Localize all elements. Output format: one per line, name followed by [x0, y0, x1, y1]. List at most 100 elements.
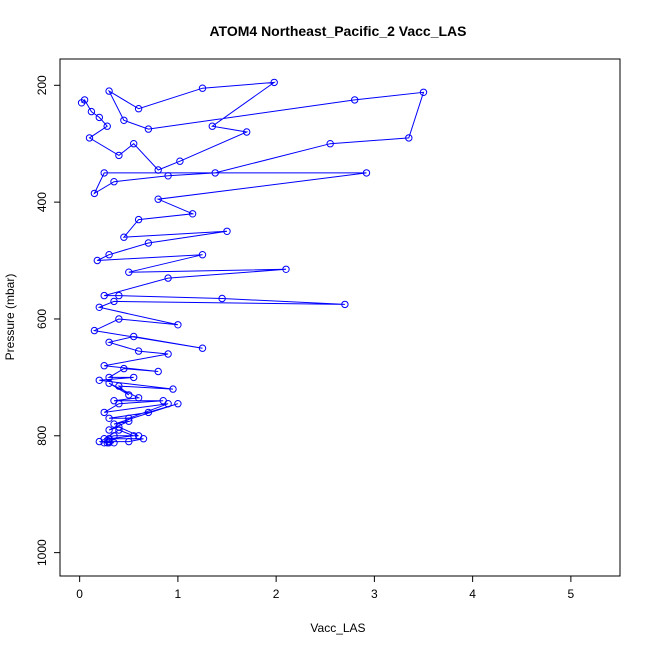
x-tick-label: 3 — [371, 587, 378, 601]
data-point — [351, 96, 359, 104]
data-point — [115, 382, 123, 390]
y-tick-label: 1000 — [35, 539, 49, 566]
data-point — [130, 432, 138, 440]
y-tick-label: 800 — [35, 425, 49, 445]
data-point — [125, 417, 133, 425]
data-point — [115, 400, 123, 408]
data-point — [243, 128, 251, 136]
data-point — [95, 303, 104, 311]
data-point — [115, 315, 123, 323]
data-point — [218, 294, 226, 303]
data-point — [103, 439, 111, 447]
x-tick-label: 0 — [76, 587, 83, 601]
x-axis: 0 1 2 3 4 5 — [76, 576, 575, 601]
data-point — [100, 169, 108, 177]
series-lines — [81, 81, 425, 444]
data-point — [134, 105, 143, 113]
data-point — [100, 362, 108, 370]
data-point — [95, 113, 104, 122]
data-point — [144, 408, 153, 417]
data-point — [115, 426, 123, 434]
data-point — [223, 227, 231, 236]
data-point — [164, 172, 172, 180]
data-point — [105, 87, 113, 95]
data-point — [198, 344, 207, 352]
data-point — [125, 437, 133, 446]
data-point — [198, 251, 207, 259]
data-point — [93, 256, 102, 265]
plot-frame — [59, 58, 621, 577]
data-point — [134, 347, 143, 355]
data-point — [100, 291, 108, 300]
data-point — [164, 350, 172, 358]
data-point — [105, 338, 113, 346]
data-point — [326, 140, 334, 148]
data-point — [154, 367, 162, 376]
data-point — [95, 437, 104, 446]
plot-area — [77, 78, 428, 447]
data-point — [110, 178, 118, 186]
data-point — [120, 116, 128, 125]
data-point — [174, 400, 182, 408]
data-point — [139, 435, 148, 443]
x-tick-label: 2 — [273, 587, 280, 601]
data-point — [188, 210, 197, 218]
series-points — [77, 78, 428, 447]
data-point — [270, 78, 278, 87]
data-point — [130, 373, 138, 382]
data-point — [198, 84, 207, 92]
data-point — [100, 439, 108, 447]
data-point — [164, 400, 172, 408]
data-point — [90, 326, 99, 335]
x-tick-label: 4 — [469, 587, 476, 601]
y-tick-label: 600 — [35, 309, 49, 329]
data-point — [130, 140, 138, 148]
data-point — [144, 125, 153, 133]
data-point — [164, 274, 172, 282]
data-point — [125, 391, 133, 399]
series-line — [81, 81, 425, 444]
data-point — [105, 414, 113, 422]
data-point — [120, 364, 128, 373]
data-point — [105, 251, 113, 259]
data-point — [87, 107, 96, 116]
data-point — [419, 88, 428, 97]
data-point — [95, 376, 104, 384]
data-point — [282, 265, 290, 273]
data-point — [100, 408, 108, 417]
data-point — [341, 300, 349, 309]
data-point — [105, 379, 113, 387]
x-tick-label: 1 — [175, 587, 182, 601]
data-point — [115, 291, 123, 300]
data-point — [125, 268, 133, 276]
data-point — [85, 134, 94, 142]
y-axis: 200 400 600 800 1000 — [35, 75, 60, 566]
data-point — [105, 439, 113, 447]
data-point — [115, 151, 123, 160]
x-tick-label: 5 — [568, 587, 575, 601]
data-point — [134, 394, 143, 402]
data-point — [115, 423, 123, 431]
data-point — [105, 435, 113, 443]
data-point — [103, 122, 111, 130]
data-point — [125, 414, 133, 422]
data-point — [169, 385, 177, 393]
data-point — [80, 96, 89, 104]
data-point — [105, 426, 113, 434]
data-point — [130, 332, 138, 341]
data-point — [134, 215, 143, 224]
y-axis-label: Pressure (mbar) — [3, 274, 17, 361]
data-point — [176, 157, 184, 165]
y-tick-label: 400 — [35, 192, 49, 212]
data-point — [211, 169, 219, 177]
data-point — [405, 134, 413, 142]
data-point — [362, 169, 371, 177]
data-point — [144, 239, 153, 247]
data-point — [110, 297, 118, 306]
data-point — [154, 166, 162, 174]
data-point — [120, 233, 128, 241]
data-point — [154, 195, 162, 203]
x-axis-label: Vacc_LAS — [310, 621, 365, 635]
chart-title: ATOM4 Northeast_Pacific_2 Vacc_LAS — [209, 23, 466, 39]
